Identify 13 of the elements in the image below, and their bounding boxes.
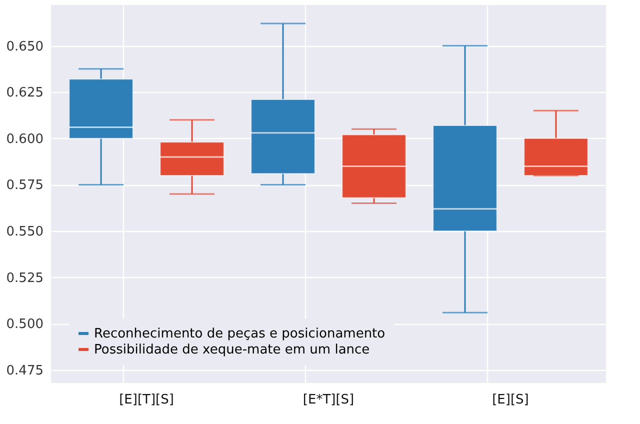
y-tick-label: 0.550 (6, 224, 44, 240)
y-tick-label: 0.600 (6, 132, 44, 147)
y-tick-label: 0.525 (6, 270, 44, 286)
y-tick-label: 0.475 (6, 364, 44, 379)
y-tick-label: 0.625 (6, 86, 44, 101)
y-tick-label: 0.500 (6, 317, 44, 332)
legend-label: Reconhecimento de peças e posicionamento (94, 326, 386, 342)
x-tick-label: [E][S] (492, 392, 529, 408)
x-tick-label: [E*T][S] (302, 392, 354, 408)
y-tick-label: 0.650 (6, 39, 44, 54)
y-tick-label: 0.575 (6, 178, 44, 194)
x-tick-label: [E][T][S] (119, 392, 174, 408)
legend-label: Possibilidade de xeque-mate em um lance (94, 342, 370, 358)
